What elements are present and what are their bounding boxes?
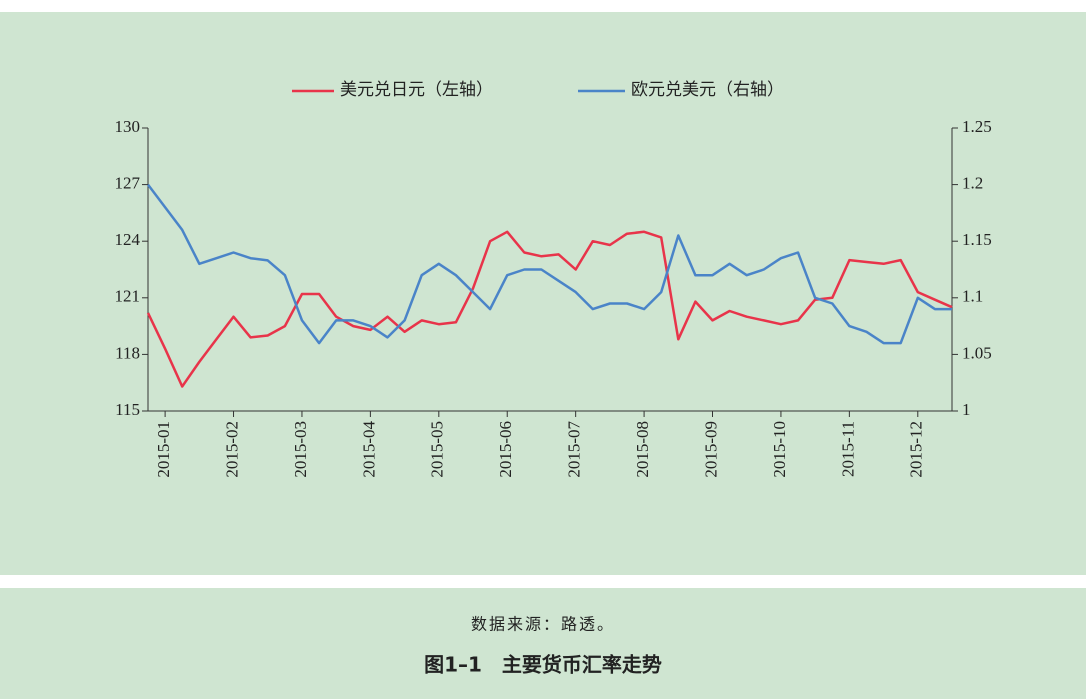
x-tick-label: 2015-11	[838, 421, 857, 477]
y-tick-label: 121	[115, 287, 141, 306]
x-tick-label: 2015-10	[770, 421, 789, 478]
x-tick-label: 2015-06	[496, 421, 515, 478]
series-line	[147, 183, 952, 345]
y2-tick-label: 1.2	[962, 174, 983, 193]
legend-label: 美元兑日元（左轴）	[340, 80, 493, 99]
y2-tick-label: 1.05	[962, 343, 992, 362]
y2-tick-label: 1.25	[962, 117, 992, 136]
x-tick-label: 2015-02	[222, 421, 241, 478]
y2-tick-label: 1	[962, 400, 971, 419]
x-tick-label: 2015-09	[701, 421, 720, 478]
x-tick-label: 2015-01	[154, 421, 173, 478]
x-tick-label: 2015-04	[359, 421, 378, 478]
y-tick-label: 115	[115, 400, 140, 419]
x-tick-label: 2015-05	[428, 421, 447, 478]
y2-tick-label: 1.1	[962, 287, 983, 306]
y-tick-label: 127	[115, 174, 141, 193]
x-tick-label: 2015-07	[565, 421, 584, 478]
x-tick-label: 2015-08	[633, 421, 652, 478]
caption-panel	[0, 588, 1086, 699]
y-tick-label: 124	[115, 230, 141, 249]
chart-panel	[0, 12, 1086, 575]
x-tick-label: 2015-12	[907, 421, 926, 478]
y-tick-label: 130	[115, 117, 141, 136]
source: 数据来源：路透。	[471, 616, 615, 634]
y2-tick-label: 1.15	[962, 230, 992, 249]
y-tick-label: 118	[115, 343, 140, 362]
x-tick-label: 2015-03	[291, 421, 310, 478]
legend-label: 欧元兑美元（右轴）	[631, 80, 784, 99]
caption: 图1–1 主要货币汇率走势	[424, 653, 662, 677]
